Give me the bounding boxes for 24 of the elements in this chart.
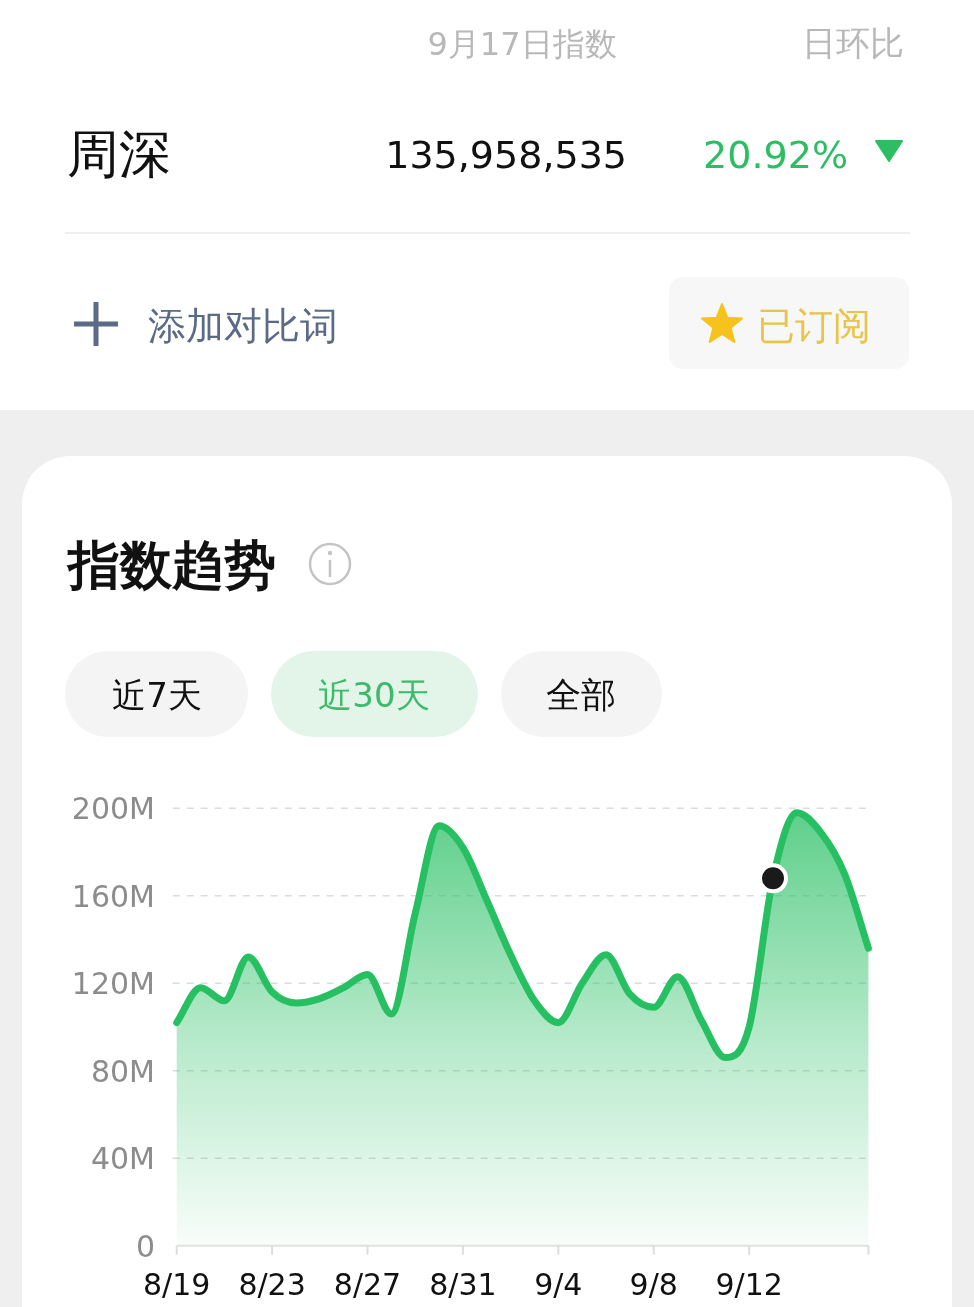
text: 周深 bbox=[67, 124, 171, 184]
text: 20.92% bbox=[703, 133, 848, 177]
x-tick-label: 9/8 bbox=[629, 1267, 678, 1302]
x-tick-label: 9/4 bbox=[534, 1267, 583, 1302]
text: 近30天 bbox=[318, 675, 430, 715]
x-tick-label: 8/19 bbox=[143, 1267, 211, 1302]
text: 近7天 bbox=[112, 675, 202, 715]
y-tick-label: 0 bbox=[135, 1228, 155, 1264]
y-tick-label: 80M bbox=[90, 1053, 155, 1089]
text: 135,958,535 bbox=[385, 133, 627, 177]
text: 9月17日指数 bbox=[427, 25, 617, 63]
text: 已订阅 bbox=[757, 304, 871, 348]
y-tick-label: 120M bbox=[71, 966, 155, 1002]
x-tick-label: 8/27 bbox=[333, 1267, 402, 1302]
x-tick-label: 8/23 bbox=[238, 1267, 306, 1302]
y-tick-label: 40M bbox=[90, 1141, 155, 1177]
x-tick-label: 8/31 bbox=[429, 1267, 497, 1302]
text: 日环比 bbox=[802, 23, 904, 63]
y-tick-label: 160M bbox=[71, 878, 155, 914]
text: 全部 bbox=[546, 675, 616, 715]
x-tick-label: 9/12 bbox=[715, 1267, 783, 1302]
text: 添加对比词 bbox=[148, 304, 338, 348]
y-tick-label: 200M bbox=[71, 791, 155, 827]
chart-title: 指数趋势 bbox=[66, 535, 276, 595]
